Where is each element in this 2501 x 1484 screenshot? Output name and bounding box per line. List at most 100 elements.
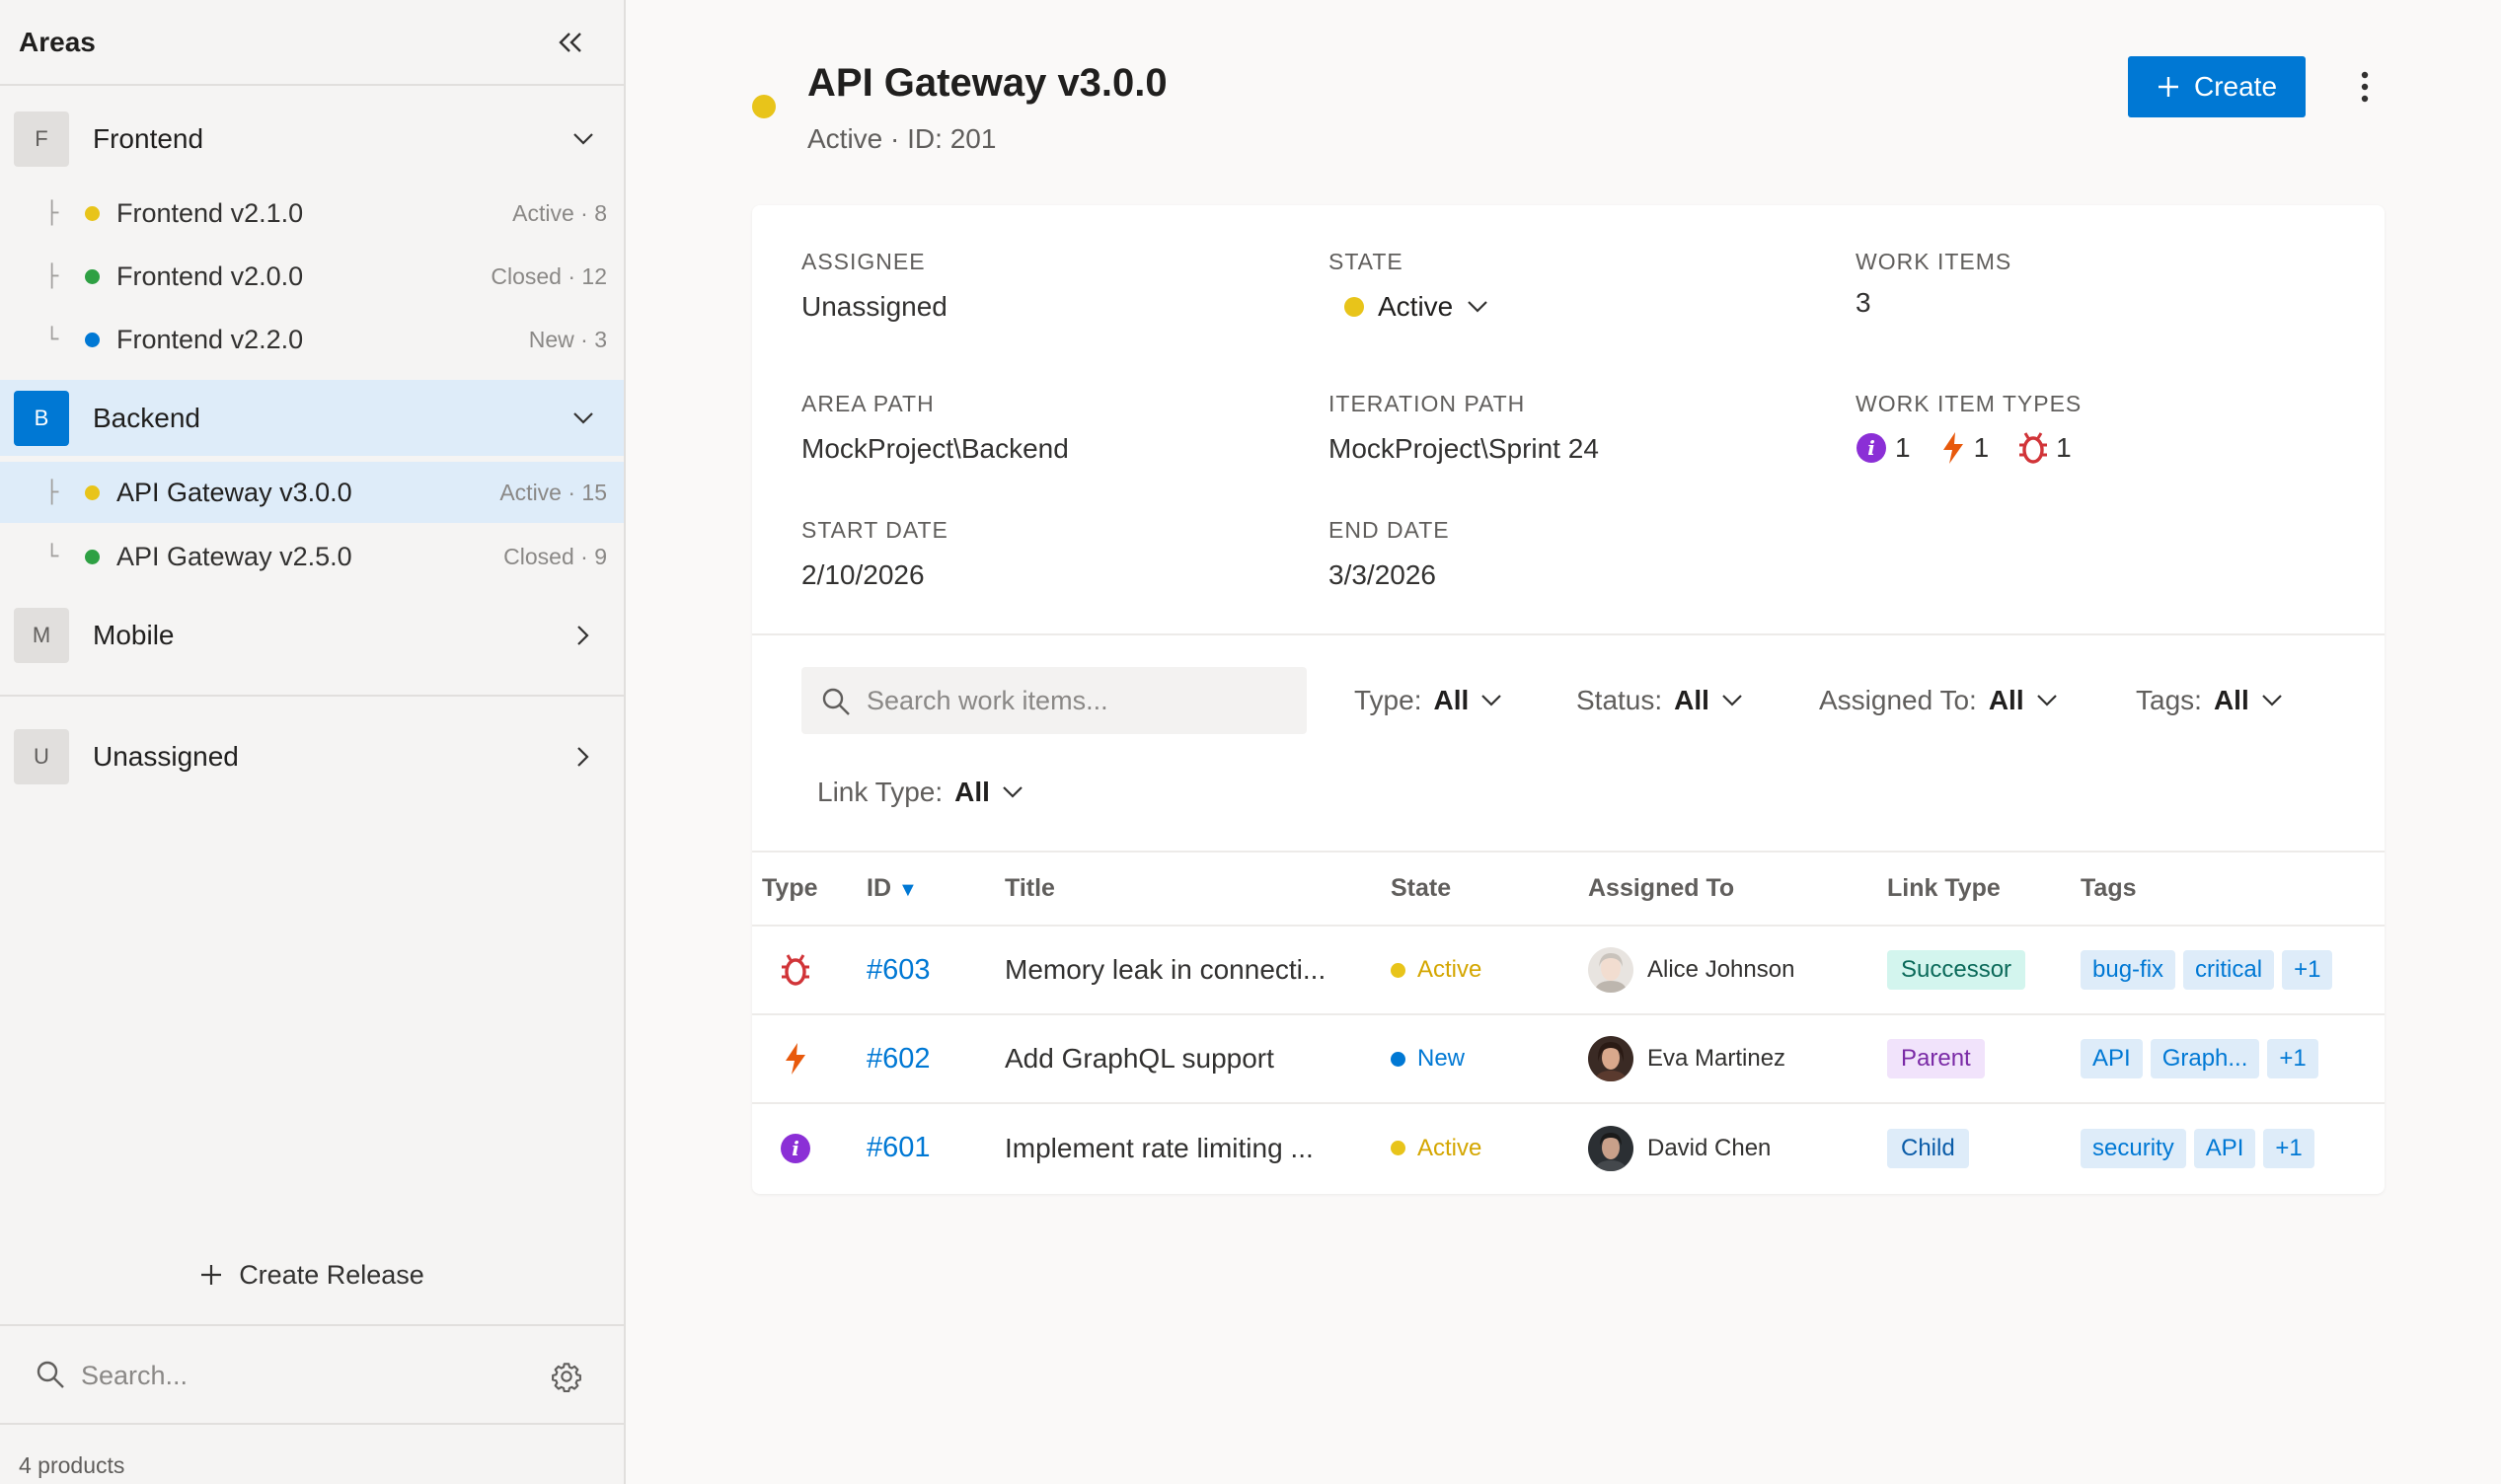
chevron-right-icon[interactable] <box>568 742 598 772</box>
create-release-button[interactable]: Create Release <box>0 1245 624 1304</box>
work-item-types-field: WORK ITEM TYPES i 1 1 1 <box>1856 391 2093 465</box>
release-item-selected[interactable]: ├ API Gateway v3.0.0 Active · 15 <box>0 462 624 523</box>
tag-chip[interactable]: critical <box>2183 950 2275 990</box>
svg-text:i: i <box>792 1137 799 1160</box>
link-type-badge: Successor <box>1887 950 2026 990</box>
state-indicator: Active <box>1391 956 1588 984</box>
work-item-id-link[interactable]: #602 <box>867 1042 931 1075</box>
more-options-button[interactable] <box>2345 65 2385 109</box>
chevron-down-icon <box>2261 695 2282 706</box>
sidebar-title: Areas <box>19 26 96 57</box>
assignee-field: ASSIGNEE Unassigned <box>801 249 947 323</box>
field-label: AREA PATH <box>801 391 935 416</box>
create-label: Create <box>2193 71 2278 102</box>
area-row-backend[interactable]: B Backend <box>0 380 624 456</box>
state-text: Active <box>1417 1134 1482 1161</box>
release-item[interactable]: └ API Gateway v2.5.0 Closed · 9 <box>0 525 624 588</box>
state-dropdown[interactable]: Active <box>1344 291 1488 323</box>
column-header-link-type[interactable]: Link Type <box>1887 853 2081 927</box>
area-row-mobile[interactable]: M Mobile <box>0 597 624 673</box>
main-content: API Gateway v3.0.0 Active · ID: 201 Crea… <box>626 0 2501 1484</box>
tag-chip[interactable]: API <box>2193 1128 2256 1168</box>
assignee-name: Alice Johnson <box>1647 956 1795 983</box>
area-row-unassigned[interactable]: U Unassigned <box>0 718 624 794</box>
work-item-id-link[interactable]: #601 <box>867 1132 931 1163</box>
area-name: Frontend <box>93 122 204 154</box>
details-card: ASSIGNEE Unassigned STATE Active WORK IT… <box>752 205 2385 1194</box>
chevron-down-icon[interactable] <box>568 404 598 433</box>
tag-more-chip[interactable]: +1 <box>2267 1039 2318 1078</box>
release-name: Frontend v2.2.0 <box>116 324 304 354</box>
work-item-types-list: i 1 1 1 <box>1856 431 2093 465</box>
avatar <box>1588 947 1633 993</box>
sidebar-header: Areas <box>0 0 624 86</box>
assignee-value: Unassigned <box>801 291 947 322</box>
tags-filter[interactable]: Tags: All <box>2136 676 2283 725</box>
column-header-type[interactable]: Type <box>752 853 867 927</box>
sidebar-search-input[interactable] <box>81 1352 515 1399</box>
filter-value: All <box>2213 685 2249 715</box>
table-row[interactable]: #602 Add GraphQL support New Eva Martine… <box>752 1014 2385 1104</box>
iteration-path-value: MockProject\Sprint 24 <box>1328 433 1599 464</box>
column-header-id[interactable]: ID ▼ <box>867 853 1005 927</box>
release-item[interactable]: └ Frontend v2.2.0 New · 3 <box>0 308 624 371</box>
table-row[interactable]: #603 Memory leak in connecti... Active A… <box>752 926 2385 1015</box>
area-name: Backend <box>93 402 200 433</box>
status-dot <box>85 549 100 564</box>
status-filter[interactable]: Status: All <box>1576 676 1743 725</box>
release-item[interactable]: ├ Frontend v2.0.0 Closed · 12 <box>0 245 624 308</box>
lightning-icon <box>1942 432 1963 464</box>
column-header-assigned-to[interactable]: Assigned To <box>1588 853 1887 927</box>
field-label: END DATE <box>1328 517 1450 543</box>
field-label: STATE <box>1328 249 1403 274</box>
tree-connector: ├ <box>45 263 59 289</box>
type-count: 1 <box>1895 432 1911 463</box>
assignee: Eva Martinez <box>1588 1036 1887 1081</box>
tag-chip[interactable]: API <box>2081 1039 2143 1078</box>
chevron-down-icon <box>1003 786 1023 798</box>
link-type-filter[interactable]: Link Type: All <box>817 768 1023 817</box>
tree-connector: └ <box>45 544 59 569</box>
tree-connector: ├ <box>45 200 59 226</box>
chevron-down-icon <box>1722 695 1742 706</box>
gear-icon[interactable] <box>551 1361 582 1392</box>
tag-chip[interactable]: security <box>2081 1128 2186 1168</box>
bug-icon <box>2019 432 2048 464</box>
chevron-down-icon[interactable] <box>568 124 598 154</box>
link-type-badge: Child <box>1887 1128 1969 1168</box>
tag-more-chip[interactable]: +1 <box>2263 1128 2314 1168</box>
area-row-frontend[interactable]: F Frontend <box>0 101 624 177</box>
area-path-field: AREA PATH MockProject\Backend <box>801 391 1069 465</box>
field-label: ASSIGNEE <box>801 249 926 274</box>
column-header-state[interactable]: State <box>1391 853 1588 927</box>
table-row[interactable]: i #601 Implement rate limiting ... Activ… <box>752 1103 2385 1192</box>
lightning-icon <box>776 1039 815 1078</box>
divider <box>0 695 624 697</box>
chevron-right-icon[interactable] <box>568 621 598 650</box>
start-date-field: START DATE 2/10/2026 <box>801 517 948 591</box>
work-items-value: 3 <box>1856 287 1871 318</box>
tag-chip[interactable]: Graph... <box>2150 1039 2260 1078</box>
release-name: Frontend v2.1.0 <box>116 197 304 228</box>
iteration-path-field: ITERATION PATH MockProject\Sprint 24 <box>1328 391 1599 465</box>
column-header-tags[interactable]: Tags <box>2081 853 2385 927</box>
create-button[interactable]: Create <box>2128 56 2306 117</box>
state-text: New <box>1417 1045 1466 1072</box>
filter-value: All <box>1988 685 2024 715</box>
field-label: WORK ITEM TYPES <box>1856 391 2083 416</box>
status-dot <box>1391 1051 1405 1067</box>
work-item-title: Memory leak in connecti... <box>1005 926 1391 1015</box>
info-icon: i <box>776 1129 815 1168</box>
collapse-sidebar-button[interactable] <box>551 23 590 62</box>
column-header-title[interactable]: Title <box>1005 853 1391 927</box>
work-item-id-link[interactable]: #603 <box>867 953 931 986</box>
area-path-value: MockProject\Backend <box>801 433 1069 464</box>
release-item[interactable]: ├ Frontend v2.1.0 Active · 8 <box>0 182 624 245</box>
assignee-name: Eva Martinez <box>1647 1045 1786 1072</box>
link-type-badge: Parent <box>1887 1039 1985 1078</box>
tag-chip[interactable]: bug-fix <box>2081 950 2176 990</box>
assigned-to-filter[interactable]: Assigned To: All <box>1819 676 2058 725</box>
tag-more-chip[interactable]: +1 <box>2282 950 2333 990</box>
type-filter[interactable]: Type: All <box>1354 676 1502 725</box>
work-items-search-input[interactable] <box>867 679 1291 722</box>
